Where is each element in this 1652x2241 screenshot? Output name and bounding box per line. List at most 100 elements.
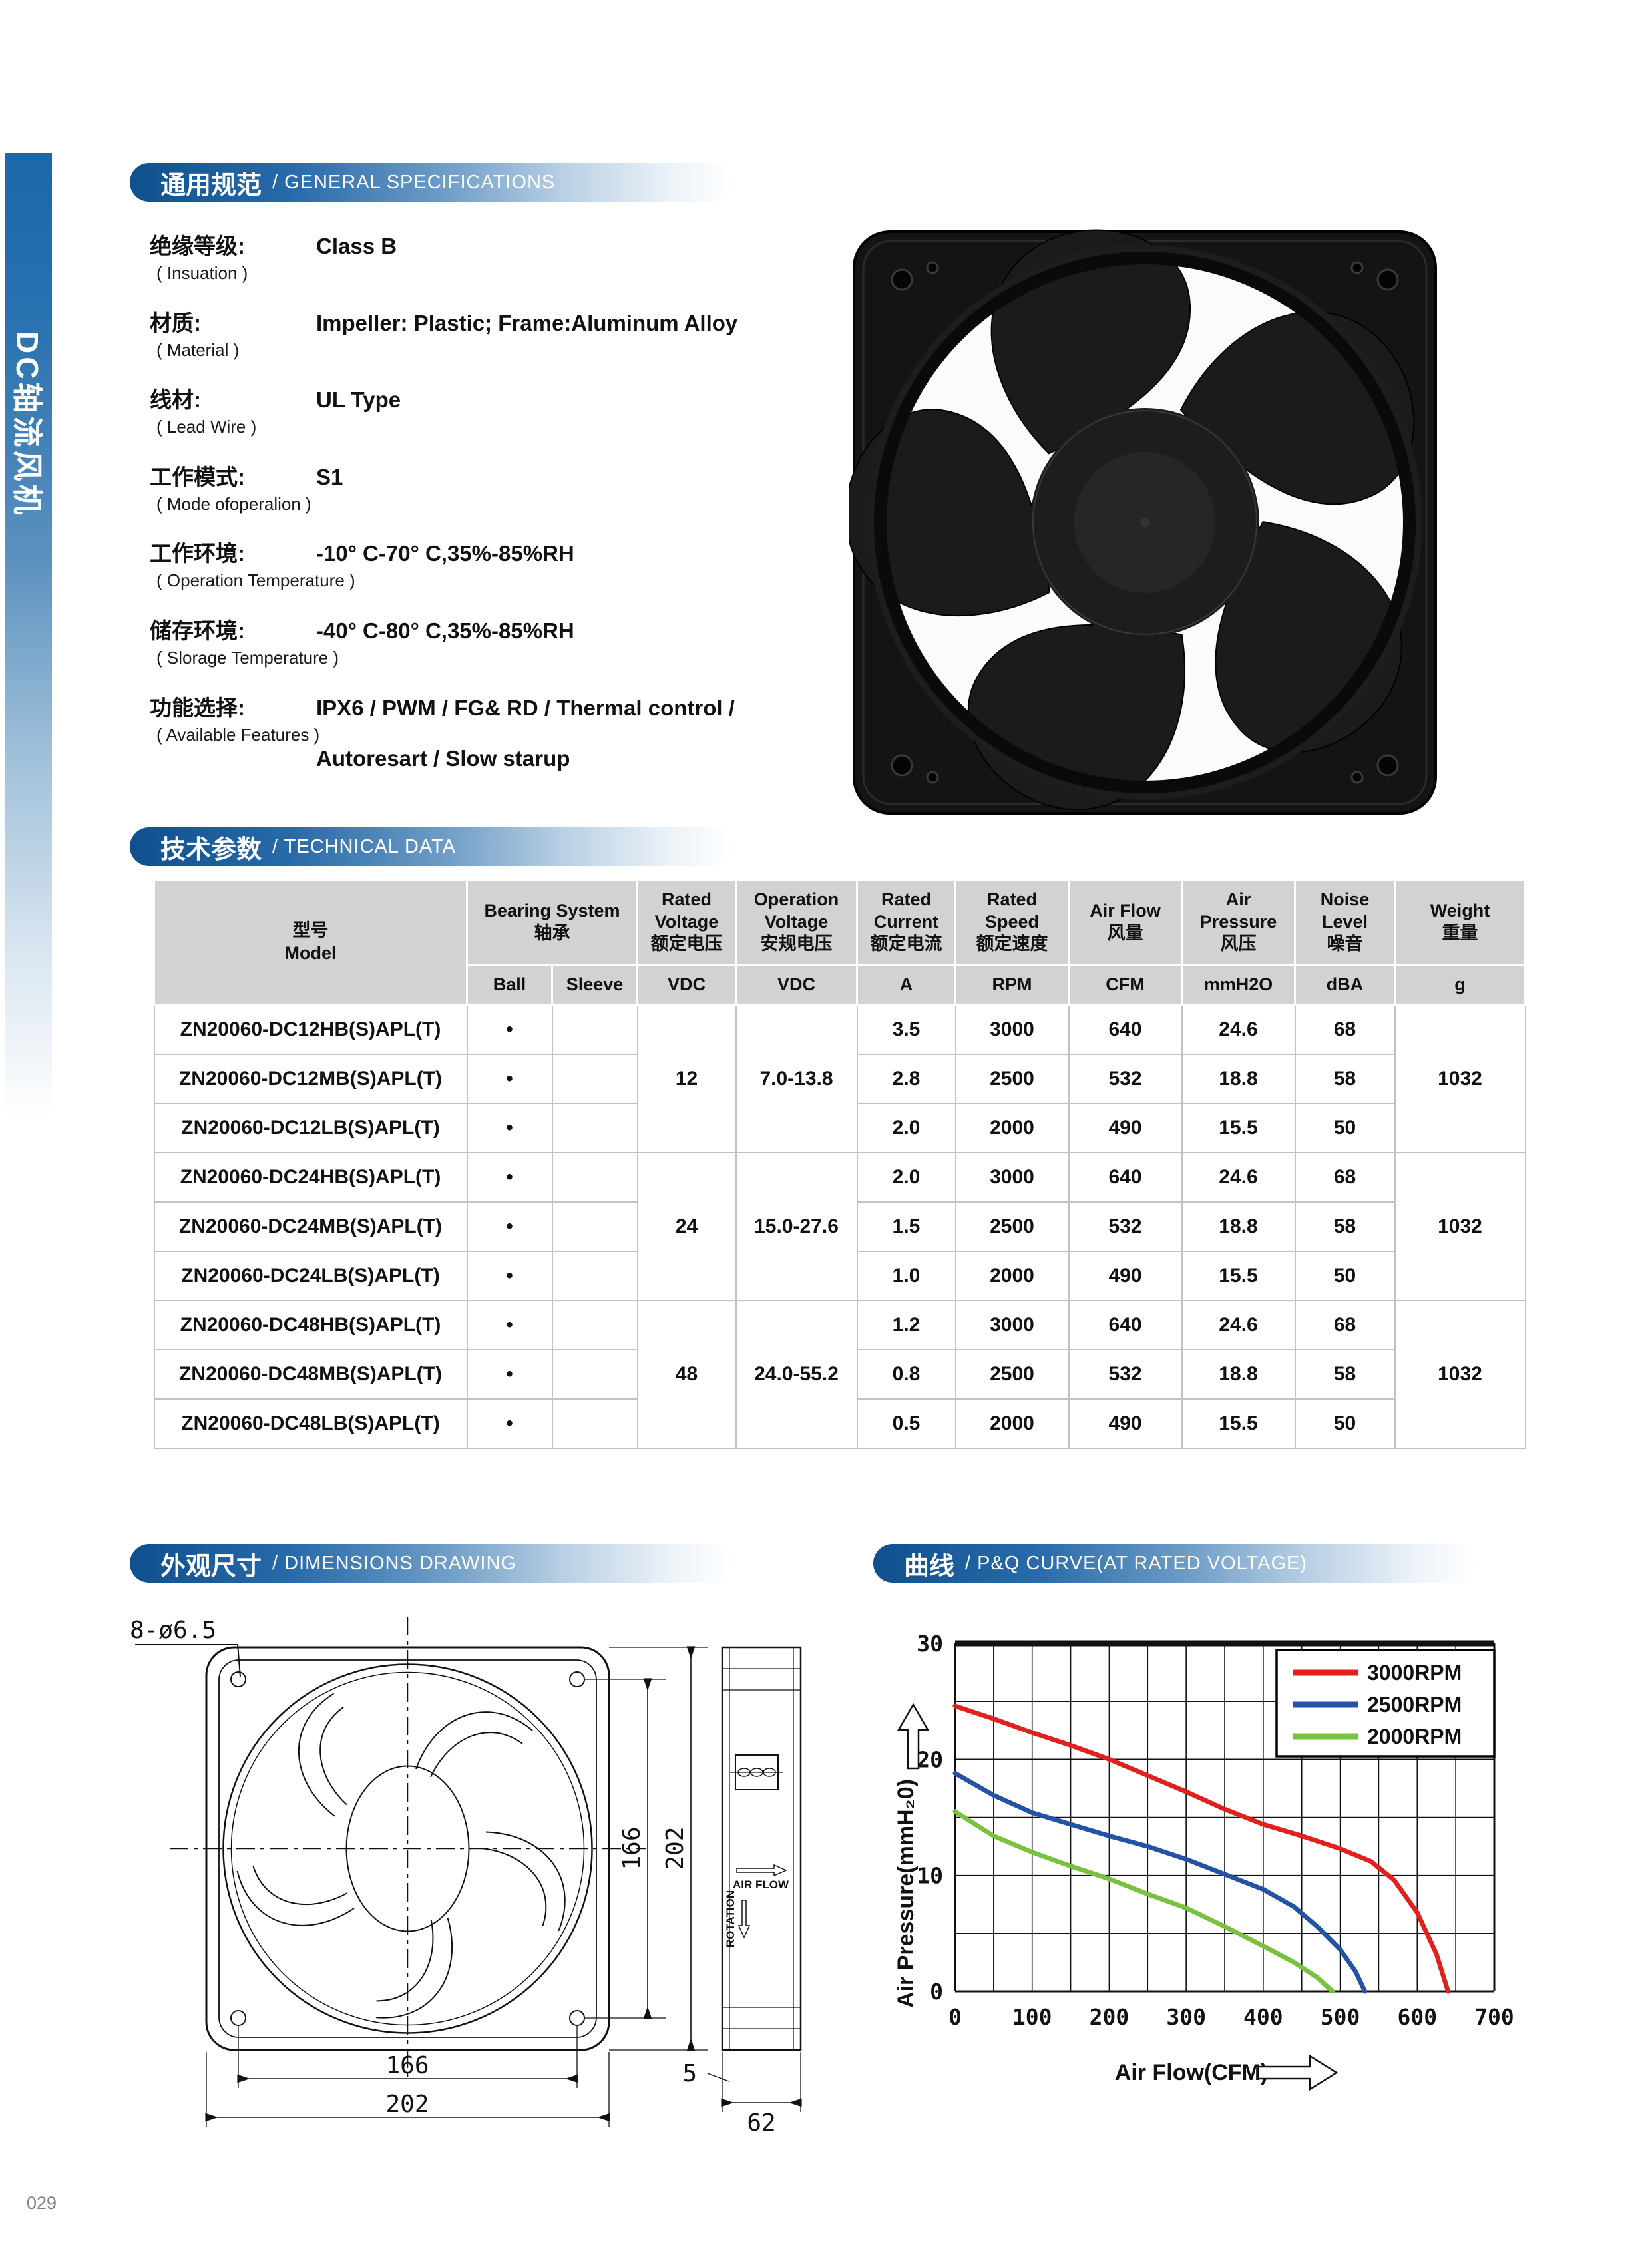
dim-166-vertical: 166 bbox=[618, 1826, 646, 1870]
pq-curve-chart: 0 100 200 300 400 500 600 700 0 10 20 30 3000RPM 2500… bbox=[893, 1631, 1514, 2091]
col-header-model: 型号 Model bbox=[153, 879, 468, 1006]
merged-weight: 1032 bbox=[1394, 1299, 1526, 1449]
spec-label-en: ( Material ) bbox=[156, 340, 240, 361]
dimensions-drawing: 8-ø6.5 166 202 166 202 5 62 AIR FLOW ROT… bbox=[130, 1617, 802, 2133]
spec-value: S1 bbox=[316, 465, 343, 489]
col-header-noise-level: Noise Level 噪音 bbox=[1294, 879, 1396, 966]
merged-voltage: 48 bbox=[636, 1299, 737, 1449]
svg-text:100: 100 bbox=[1012, 2004, 1052, 2030]
svg-text:700: 700 bbox=[1474, 2004, 1514, 2030]
spec-label-zh: 工作环境: bbox=[150, 541, 245, 566]
section-header-technical: 技术参数 / TECHNICAL DATA bbox=[130, 827, 732, 866]
spec-value: Class B bbox=[316, 234, 397, 258]
section-title-en: / P&Q CURVE(AT RATED VOLTAGE) bbox=[965, 1552, 1308, 1574]
spec-row: 功能选择: ( Available Features ) IPX6 / PWM … bbox=[150, 696, 869, 771]
table-row: ZN20060-DC24HB(S)APL(T) • 24 15.0-27.6 2… bbox=[153, 1151, 1526, 1301]
svg-text:20: 20 bbox=[917, 1746, 943, 1772]
spec-label-en: ( Operation Temperature ) bbox=[156, 570, 355, 591]
up-arrow-icon bbox=[897, 1703, 930, 1770]
svg-text:200: 200 bbox=[1090, 2004, 1130, 2030]
svg-text:400: 400 bbox=[1243, 2004, 1283, 2030]
merged-voltage: 24 bbox=[636, 1151, 737, 1301]
section-title-en: / TECHNICAL DATA bbox=[272, 835, 456, 857]
right-arrow-icon bbox=[1257, 2054, 1339, 2091]
unit-vdc: VDC bbox=[636, 964, 737, 1006]
section-header-curve: 曲线 / P&Q CURVE(AT RATED VOLTAGE) bbox=[873, 1544, 1476, 1583]
y-axis-label: Air Pressure(mmH₂0) bbox=[893, 1779, 919, 2008]
unit-g: g bbox=[1394, 964, 1526, 1006]
spec-row: 绝缘等级: ( Insuation ) Class B bbox=[150, 234, 869, 283]
spec-label-en: ( Insuation ) bbox=[156, 263, 248, 284]
spec-label-en: ( Available Features ) bbox=[156, 725, 320, 745]
merged-weight: 1032 bbox=[1394, 1151, 1526, 1301]
spec-value: -40° C-80° C,35%-85%RH bbox=[316, 618, 574, 643]
col-header-rated-current: Rated Current 额定电流 bbox=[856, 879, 956, 966]
svg-text:30: 30 bbox=[917, 1631, 943, 1657]
dim-62-depth: 62 bbox=[747, 2109, 775, 2133]
unit-vdc: VDC bbox=[735, 964, 858, 1006]
rotation-label: ROTATION bbox=[724, 1890, 737, 1947]
svg-text:600: 600 bbox=[1397, 2004, 1437, 2030]
unit-ball: Ball bbox=[466, 964, 553, 1006]
spec-row: 材质: ( Material ) Impeller: Plastic; Fram… bbox=[150, 311, 869, 360]
col-header-air-pressure: Air Pressure 风压 bbox=[1181, 879, 1296, 966]
section-title-zh: 技术参数 bbox=[160, 835, 262, 864]
spec-label-en: ( Lead Wire ) bbox=[156, 417, 257, 437]
spec-value: Impeller: Plastic; Frame:Aluminum Alloy bbox=[316, 311, 738, 335]
dim-5-flange: 5 bbox=[682, 2060, 697, 2087]
dim-166-horizontal: 166 bbox=[385, 2052, 429, 2079]
table-row: ZN20060-DC12HB(S)APL(T) • 12 7.0-13.8 3.… bbox=[153, 1004, 1526, 1153]
merged-voltage: 12 bbox=[636, 1004, 737, 1153]
section-header-dimensions: 外观尺寸 / DIMENSIONS DRAWING bbox=[130, 1544, 732, 1583]
unit-dba: dBA bbox=[1294, 964, 1396, 1006]
dim-202-horizontal: 202 bbox=[385, 2091, 429, 2118]
svg-text:10: 10 bbox=[917, 1863, 943, 1889]
spec-row: 线材: ( Lead Wire ) UL Type bbox=[150, 387, 869, 437]
spec-value: IPX6 / PWM / FG& RD / Thermal control / bbox=[316, 696, 735, 720]
section-title-en: / GENERAL SPECIFICATIONS bbox=[272, 171, 556, 193]
svg-text:2500RPM: 2500RPM bbox=[1367, 1693, 1462, 1717]
spec-row: 工作环境: ( Operation Temperature ) -10° C-7… bbox=[150, 541, 869, 591]
category-label: DC轴流风机 bbox=[10, 331, 45, 518]
svg-text:500: 500 bbox=[1321, 2004, 1360, 2030]
spec-label-en: ( Slorage Temperature ) bbox=[156, 648, 339, 668]
svg-text:0: 0 bbox=[948, 2004, 962, 2030]
table-row: ZN20060-DC48LB(S)APL(T) • 0.5 2000 490 15.… bbox=[153, 1398, 1526, 1449]
table-row: ZN20060-DC48MB(S)APL(T) • 0.8 2500 532 18.… bbox=[153, 1348, 1526, 1400]
corner-screw-holes bbox=[891, 261, 1399, 784]
spec-label-zh: 工作模式: bbox=[150, 465, 245, 489]
section-title-zh: 曲线 bbox=[904, 1552, 955, 1581]
spec-row: 储存环境: ( Slorage Temperature ) -40° C-80°… bbox=[150, 618, 869, 668]
spec-value: -10° C-70° C,35%-85%RH bbox=[316, 541, 574, 566]
unit-rpm: RPM bbox=[954, 964, 1070, 1006]
section-title-zh: 外观尺寸 bbox=[160, 1552, 262, 1581]
spec-row: 工作模式: ( Mode ofoperalion ) S1 bbox=[150, 465, 869, 514]
dim-202-vertical: 202 bbox=[662, 1826, 689, 1870]
table-row: ZN20060-DC24MB(S)APL(T) • 1.5 2500 532 18.… bbox=[153, 1201, 1526, 1252]
spec-label-zh: 功能选择: bbox=[150, 696, 245, 720]
spec-value: UL Type bbox=[316, 387, 401, 412]
table-header-row: 型号 Model Bearing System 轴承 Rated Voltage… bbox=[153, 879, 1526, 1006]
table-row: ZN20060-DC24LB(S)APL(T) • 1.0 2000 490 15.… bbox=[153, 1250, 1526, 1301]
spec-label-zh: 线材: bbox=[150, 387, 201, 412]
merged-op-voltage: 24.0-55.2 bbox=[735, 1299, 858, 1449]
col-header-rated-voltage: Rated Voltage 额定电压 bbox=[636, 879, 737, 966]
spec-label-zh: 储存环境: bbox=[150, 618, 245, 643]
svg-text:3000RPM: 3000RPM bbox=[1367, 1661, 1462, 1685]
col-header-bearing: Bearing System 轴承 bbox=[466, 879, 638, 966]
unit-sleeve: Sleeve bbox=[551, 964, 638, 1006]
merged-weight: 1032 bbox=[1394, 1004, 1526, 1153]
spec-label-zh: 材质: bbox=[150, 311, 201, 335]
section-title-zh: 通用规范 bbox=[160, 171, 262, 200]
table-row: ZN20060-DC48HB(S)APL(T) • 48 24.0-55.2 1… bbox=[153, 1299, 1526, 1449]
spec-label-en: ( Mode ofoperalion ) bbox=[156, 494, 311, 514]
merged-op-voltage: 15.0-27.6 bbox=[735, 1151, 858, 1301]
svg-text:0: 0 bbox=[930, 1979, 943, 2005]
x-axis-label: Air Flow(CFM) bbox=[1115, 2060, 1268, 2085]
table-row: ZN20060-DC12LB(S)APL(T) • 2.0 2000 490 15.… bbox=[153, 1102, 1526, 1153]
section-title-en: / DIMENSIONS DRAWING bbox=[272, 1552, 516, 1574]
table-row: ZN20060-DC12MB(S)APL(T) • 2.8 2500 532 18.… bbox=[153, 1053, 1526, 1104]
spec-value-line2: Autoresart / Slow starup bbox=[316, 746, 570, 771]
table-unit-row: Ball Sleeve VDC VDC A RPM CFM mmH2O dBA … bbox=[154, 964, 1526, 1006]
